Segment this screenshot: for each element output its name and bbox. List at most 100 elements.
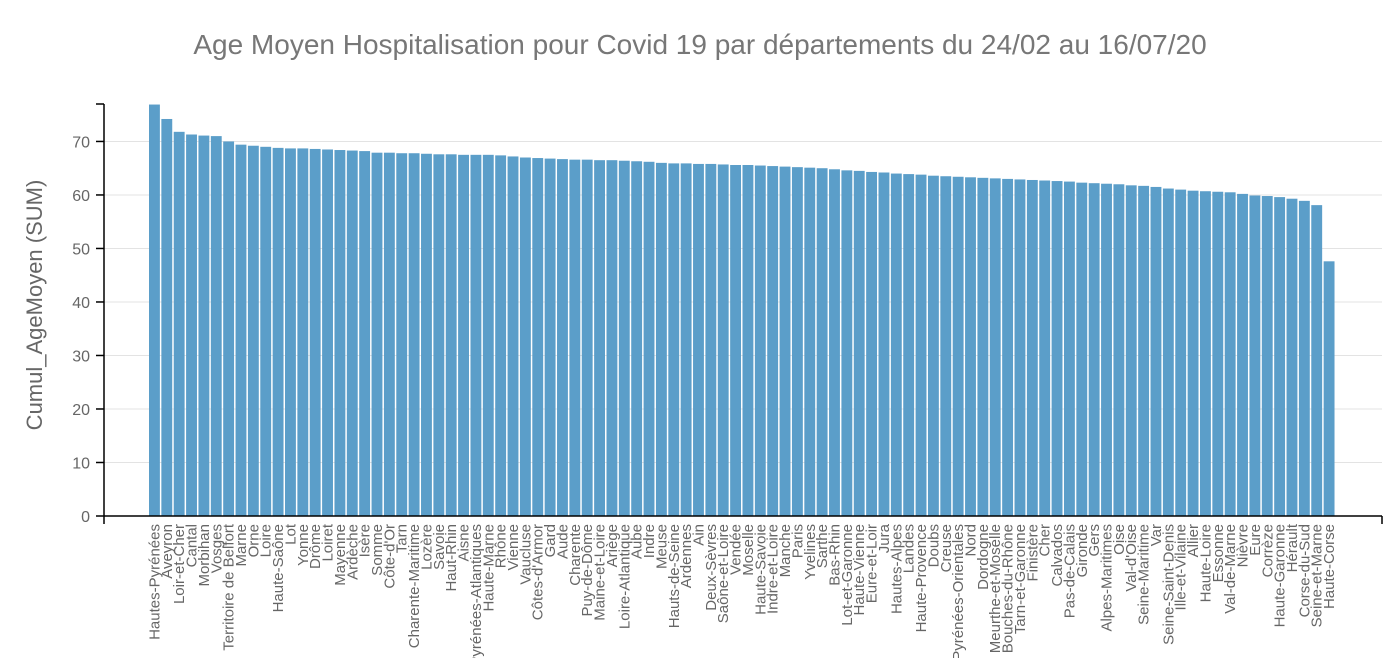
y-tick-label: 20 xyxy=(72,402,90,419)
bar xyxy=(705,163,717,516)
x-tick-label: Moselle xyxy=(740,524,757,576)
bar xyxy=(680,163,692,516)
x-tick-label: Charente-Maritime xyxy=(406,524,423,648)
bar xyxy=(247,145,259,517)
bar xyxy=(767,166,779,516)
x-tick-label: Savoie xyxy=(431,524,448,570)
x-tick-label: Seine-Saint-Denis xyxy=(1160,524,1177,645)
x-tick-label: Mayenne xyxy=(332,524,349,586)
bar xyxy=(594,160,606,516)
bar xyxy=(322,149,333,517)
bar xyxy=(655,162,667,517)
bar xyxy=(927,175,939,516)
x-tick-label: Eure xyxy=(1247,524,1264,556)
x-tick-label: Loire-Atlantique xyxy=(616,524,633,629)
bar xyxy=(1187,190,1199,516)
x-tick-label: Gers xyxy=(1086,524,1103,557)
bar xyxy=(519,157,531,516)
bar xyxy=(841,170,853,516)
x-tick-label: Corrèze xyxy=(1259,524,1276,577)
bar xyxy=(383,152,395,516)
x-tick-label: Ain xyxy=(690,524,707,546)
bar xyxy=(1298,200,1310,516)
y-tick-label: 30 xyxy=(72,348,90,365)
x-tick-label: Aisne xyxy=(456,524,473,562)
x-tick-label: Indre-et-Loire xyxy=(765,524,782,614)
bar xyxy=(1014,179,1026,516)
bar xyxy=(297,148,309,516)
bar xyxy=(742,165,754,516)
x-tick-label: Sarthe xyxy=(814,524,831,568)
x-tick-label: Essonne xyxy=(1210,524,1227,582)
x-tick-label: Var xyxy=(1148,524,1165,546)
x-tick-label: Creuse xyxy=(938,524,955,572)
x-tick-label: Vendée xyxy=(728,524,745,575)
x-tick-label: Gard xyxy=(542,524,559,557)
bar xyxy=(408,153,420,517)
bar xyxy=(482,154,494,516)
bar xyxy=(866,171,878,516)
x-tick-label: Hauts-de-Seine xyxy=(666,524,683,628)
bar xyxy=(940,176,952,517)
bar xyxy=(346,150,358,517)
bar xyxy=(421,153,432,516)
x-tick-label: Haute-Provence xyxy=(913,524,930,632)
bar xyxy=(668,163,680,516)
bar xyxy=(1199,191,1211,516)
bar xyxy=(581,159,593,516)
bar xyxy=(458,154,469,516)
bar xyxy=(977,177,989,516)
bar xyxy=(495,155,507,516)
x-tick-label: Bouches-du-Rhône xyxy=(1000,524,1017,653)
x-tick-label: Hautes-Alpes xyxy=(888,524,905,614)
bar xyxy=(198,135,210,516)
bar xyxy=(829,169,840,516)
bar xyxy=(1274,197,1286,516)
x-tick-label: Alpes-Maritimes xyxy=(1099,524,1116,632)
x-tick-label: Aube xyxy=(629,524,646,559)
bar xyxy=(173,131,185,516)
x-tick-label: Haute-Garonne xyxy=(1272,524,1289,627)
x-tick-label: Tarn-et-Garonne xyxy=(1012,524,1029,634)
y-tick-label: 70 xyxy=(72,134,90,151)
x-tick-label: Côte-d'Or xyxy=(381,524,398,589)
x-tick-label: Lozère xyxy=(418,524,435,570)
bar xyxy=(1150,186,1162,516)
bar xyxy=(965,177,976,517)
x-tick-label: Yvelines xyxy=(802,524,819,580)
bar xyxy=(433,154,445,517)
y-axis-label: Cumul_AgeMoyen (SUM) xyxy=(22,180,47,431)
bar xyxy=(532,158,544,517)
x-tick-label: Haute-Marne xyxy=(480,524,497,612)
bar xyxy=(223,141,235,516)
bar xyxy=(1162,188,1174,517)
x-tick-label: Cantal xyxy=(184,524,201,567)
bar xyxy=(396,153,408,517)
x-tick-label: Haute-Saône xyxy=(270,524,287,612)
bar xyxy=(1051,181,1063,517)
x-tick-label: Seine-Maritime xyxy=(1136,524,1153,625)
x-tick-label: Maine-et-Loire xyxy=(592,524,609,621)
bar xyxy=(730,165,742,516)
bar xyxy=(359,151,371,516)
bar xyxy=(754,165,766,516)
x-tick-label: Nord xyxy=(963,524,980,557)
x-tick-label: Orne xyxy=(245,524,262,557)
bar xyxy=(1261,196,1273,516)
x-tick-label: Bas-Rhin xyxy=(826,524,843,586)
x-tick-label: Allier xyxy=(1185,524,1202,557)
bar xyxy=(1224,192,1236,517)
bar xyxy=(1212,191,1224,516)
bar xyxy=(1237,193,1248,516)
x-tick-label: Val-d'Oise xyxy=(1123,524,1140,592)
bar xyxy=(1125,185,1137,516)
x-tick-label: Oise xyxy=(1111,524,1128,555)
bar xyxy=(1175,189,1187,517)
bar xyxy=(779,166,791,516)
bar xyxy=(791,167,803,516)
bar xyxy=(1138,185,1150,517)
bar xyxy=(569,159,581,516)
x-tick-label: Ardennes xyxy=(678,524,695,588)
bar xyxy=(445,154,457,517)
x-tick-label: Côtes-d'Armor xyxy=(530,524,547,620)
